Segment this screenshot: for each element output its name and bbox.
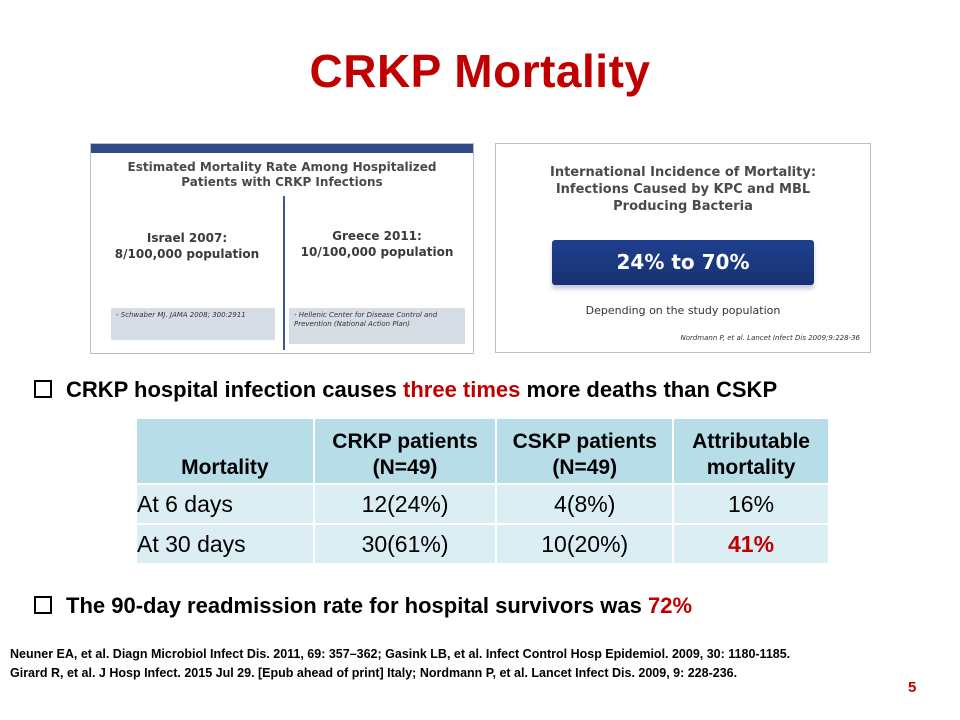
checkbox-bullet-icon — [34, 596, 52, 614]
cell-attributable-highlight: 41% — [673, 523, 830, 563]
table-header-row: Mortality CRKP patients (N=49) CSKP patie… — [137, 419, 830, 484]
mortality-range-band: 24% to 70% — [552, 240, 814, 285]
row-label: At 30 days — [137, 523, 315, 563]
highlight-72-percent: 72% — [647, 593, 693, 618]
table-row: At 30 days 30(61%) 10(20%) 41% — [137, 523, 830, 563]
international-mortality-image: International Incidence of Mortality: In… — [495, 143, 871, 353]
header-attributable: Attributable mortality — [673, 419, 830, 484]
highlight-three-times: three times — [403, 377, 521, 402]
israel-stat: Israel 2007: 8/100,000 population — [114, 231, 260, 261]
table-row: At 6 days 12(24%) 4(8%) 16% — [137, 483, 830, 524]
header-mortality: Mortality — [137, 419, 315, 484]
cell-crkp: 12(24%) — [313, 483, 498, 524]
panel-divider — [283, 196, 285, 350]
bullet-deaths: CRKP hospital infection causes three tim… — [34, 377, 777, 403]
header-cskp: CSKP patients (N=49) — [496, 419, 675, 484]
left-panel-title: Estimated Mortality Rate Among Hospitali… — [127, 160, 437, 189]
mortality-table: Mortality CRKP patients (N=49) CSKP patie… — [137, 419, 830, 563]
greece-stat: Greece 2011: 10/100,000 population — [300, 229, 454, 259]
right-panel-reference: Nordmann P, et al. Lancet Infect Dis 200… — [680, 334, 860, 342]
range-subtitle: Depending on the study population — [585, 304, 781, 317]
left-source-note: - Schwaber MJ. JAMA 2008; 300:2911 — [111, 308, 275, 340]
cell-crkp: 30(61%) — [313, 523, 498, 563]
cell-cskp: 10(20%) — [496, 523, 675, 563]
israel-greece-mortality-image: Estimated Mortality Rate Among Hospitali… — [90, 143, 474, 354]
checkbox-bullet-icon — [34, 380, 52, 398]
panel-top-bar — [91, 144, 473, 153]
right-source-note: - Hellenic Center for Disease Control an… — [289, 308, 465, 344]
row-label: At 6 days — [137, 483, 315, 524]
cell-attributable: 16% — [673, 483, 830, 524]
page-number: 5 — [908, 679, 917, 696]
right-panel-title: International Incidence of Mortality: In… — [549, 165, 817, 214]
slide-title: CRKP Mortality — [309, 45, 651, 97]
bullet-readmission: The 90-day readmission rate for hospital… — [34, 593, 692, 619]
references: Neuner EA, et al. Diagn Microbiol Infect… — [10, 647, 791, 680]
cell-cskp: 4(8%) — [496, 483, 675, 524]
header-crkp: CRKP patients (N=49) — [313, 419, 498, 484]
